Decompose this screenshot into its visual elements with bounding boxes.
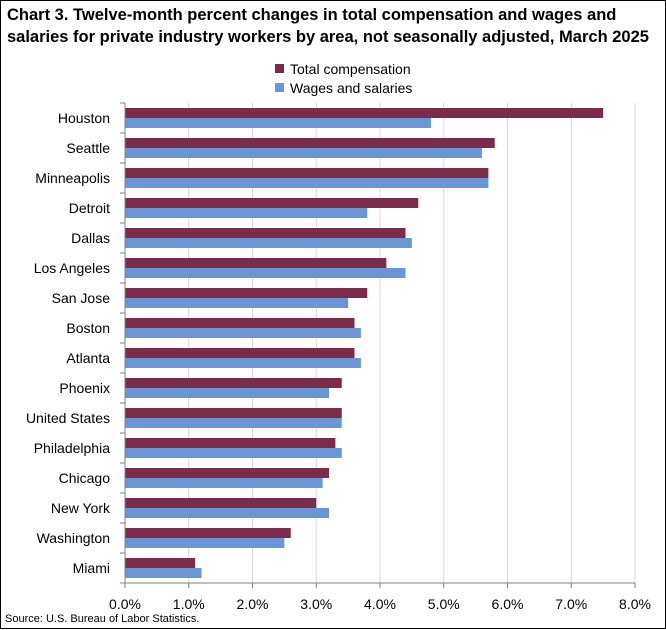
category-label: San Jose <box>52 290 111 306</box>
legend-label: Total compensation <box>290 61 411 77</box>
bar-wages-and-salaries <box>125 238 412 248</box>
category-label: Minneapolis <box>35 170 110 186</box>
category-label: Los Angeles <box>34 260 110 276</box>
bar-wages-and-salaries <box>125 478 323 488</box>
category-label: United States <box>26 410 110 426</box>
category-label: Houston <box>58 110 110 126</box>
bar-total-compensation <box>125 258 387 268</box>
x-tick-label: 6.0% <box>492 596 524 612</box>
bar-wages-and-salaries <box>125 358 361 368</box>
bar-wages-and-salaries <box>125 118 431 128</box>
bar-wages-and-salaries <box>125 448 342 458</box>
legend-swatch-total-compensation <box>275 64 284 73</box>
bar-wages-and-salaries <box>125 148 482 158</box>
x-tick-label: 0.0% <box>109 596 141 612</box>
bar-total-compensation <box>125 318 355 328</box>
bar-wages-and-salaries <box>125 178 489 188</box>
bar-wages-and-salaries <box>125 208 368 218</box>
category-label: Dallas <box>71 230 110 246</box>
x-tick-label: 2.0% <box>237 596 269 612</box>
bar-total-compensation <box>125 438 336 448</box>
bar-wages-and-salaries <box>125 298 349 308</box>
bar-total-compensation <box>125 348 355 358</box>
category-label: New York <box>51 500 111 516</box>
category-label: Philadelphia <box>34 440 110 456</box>
x-tick-label: 3.0% <box>300 596 332 612</box>
bar-total-compensation <box>125 168 489 178</box>
bar-total-compensation <box>125 468 329 478</box>
bar-total-compensation <box>125 108 604 118</box>
bar-wages-and-salaries <box>125 388 329 398</box>
category-label: Miami <box>73 560 110 576</box>
bar-total-compensation <box>125 198 419 208</box>
x-tick-label: 8.0% <box>619 596 651 612</box>
bar-wages-and-salaries <box>125 568 202 578</box>
bar-total-compensation <box>125 408 342 418</box>
bar-wages-and-salaries <box>125 508 329 518</box>
category-label: Detroit <box>69 200 110 216</box>
bar-total-compensation <box>125 558 196 568</box>
bar-total-compensation <box>125 228 406 238</box>
x-tick-label: 7.0% <box>555 596 587 612</box>
x-tick-label: 5.0% <box>428 596 460 612</box>
category-label: Seattle <box>66 140 110 156</box>
bar-wages-and-salaries <box>125 538 285 548</box>
bar-total-compensation <box>125 288 368 298</box>
x-tick-label: 4.0% <box>364 596 396 612</box>
bar-wages-and-salaries <box>125 328 361 338</box>
source-note: Source: U.S. Bureau of Labor Statistics. <box>5 613 200 625</box>
bar-total-compensation <box>125 498 317 508</box>
chart-title: Chart 3. Twelve-month percent changes in… <box>7 6 649 46</box>
bar-total-compensation <box>125 138 495 148</box>
category-label: Boston <box>66 320 110 336</box>
legend-label: Wages and salaries <box>290 80 412 96</box>
x-tick-label: 1.0% <box>173 596 205 612</box>
category-label: Washington <box>37 530 110 546</box>
bar-wages-and-salaries <box>125 418 342 428</box>
bar-wages-and-salaries <box>125 268 406 278</box>
bar-total-compensation <box>125 378 342 388</box>
category-label: Atlanta <box>66 350 110 366</box>
category-label: Phoenix <box>59 380 110 396</box>
legend-swatch-wages-and-salaries <box>275 83 284 92</box>
bar-total-compensation <box>125 528 291 538</box>
category-label: Chicago <box>59 470 111 486</box>
